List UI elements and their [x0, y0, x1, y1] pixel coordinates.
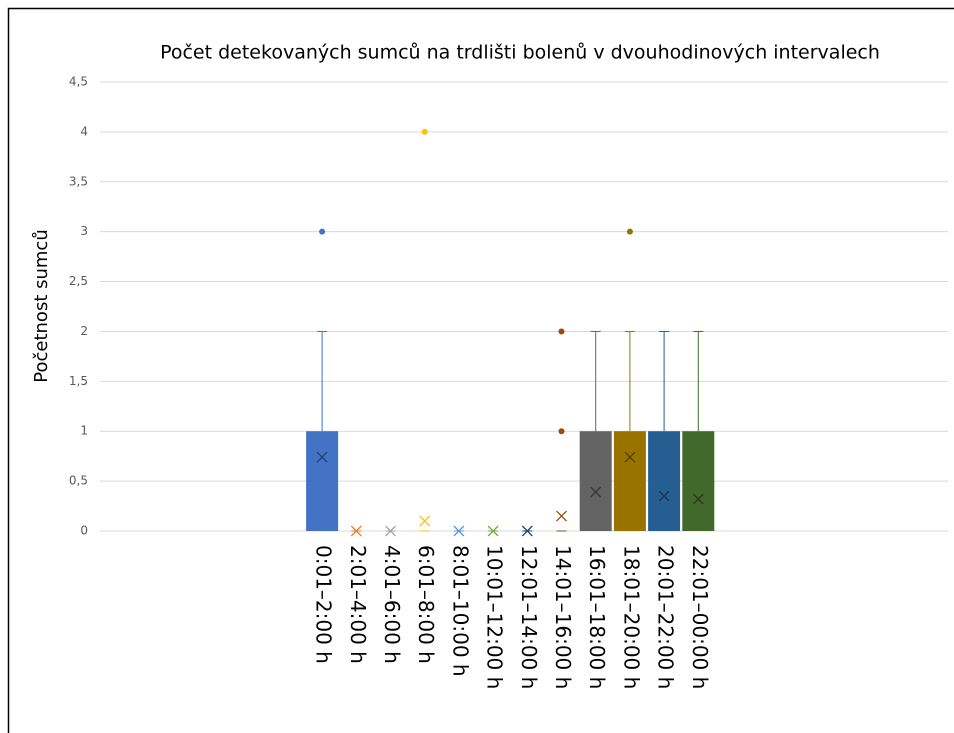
x-tick-label: 4:01–6:00 h	[380, 545, 404, 664]
outlier	[558, 328, 565, 335]
x-tick-label: 8:01–10:00 h	[448, 545, 472, 677]
outlier	[626, 228, 633, 235]
y-tick-label: 2,5	[69, 274, 88, 288]
y-axis-label: Početnost sumců	[31, 229, 52, 382]
x-tick-label: 12:01–14:00 h	[517, 545, 541, 689]
y-tick-label: 0	[80, 524, 88, 538]
mean-marker	[316, 451, 328, 463]
y-tick-label: 3	[80, 224, 88, 238]
x-tick-label: 16:01–18:00 h	[585, 545, 609, 689]
y-tick-label: 4,5	[69, 75, 88, 89]
mean-marker	[658, 490, 670, 502]
mean-marker	[453, 525, 465, 537]
y-tick-label: 2	[80, 324, 88, 338]
x-tick-label: 2:01–4:00 h	[346, 545, 370, 664]
outlier	[558, 428, 565, 435]
y-tick-label: 3,5	[69, 174, 88, 188]
mean-marker	[487, 525, 499, 537]
frame	[7, 7, 954, 733]
mean-marker	[521, 525, 533, 537]
x-tick-label: 0:01–2:00 h	[312, 545, 336, 664]
mean-marker	[556, 510, 567, 522]
x-tick-label: 18:01–20:00 h	[619, 545, 643, 689]
x-tick-label: 10:01–12:00 h	[483, 545, 507, 689]
box	[579, 431, 612, 531]
mean-marker	[385, 525, 396, 537]
y-tick-label: 1	[80, 424, 88, 438]
y-tick-label: 0,5	[69, 474, 88, 488]
box	[613, 431, 646, 531]
mean-marker	[590, 486, 602, 498]
mean-marker	[624, 451, 636, 463]
x-tick-label: 14:01–16:00 h	[551, 545, 575, 689]
x-tick-label: 6:01–8:00 h	[414, 545, 438, 664]
mean-marker	[350, 525, 362, 537]
box	[306, 431, 339, 531]
box	[682, 431, 715, 531]
y-tick-label: 1,5	[69, 374, 88, 388]
mean-marker	[692, 493, 704, 505]
outlier	[421, 128, 428, 135]
mean-marker	[419, 515, 431, 527]
x-tick-label: 20:01–22:00 h	[654, 545, 678, 689]
outlier	[319, 228, 326, 235]
y-tick-label: 4	[80, 124, 88, 138]
x-tick-label: 22:01–00:00 h	[688, 545, 712, 689]
box	[648, 431, 681, 531]
chart-title: Počet detekovaných sumců na trdlišti bol…	[160, 42, 880, 64]
